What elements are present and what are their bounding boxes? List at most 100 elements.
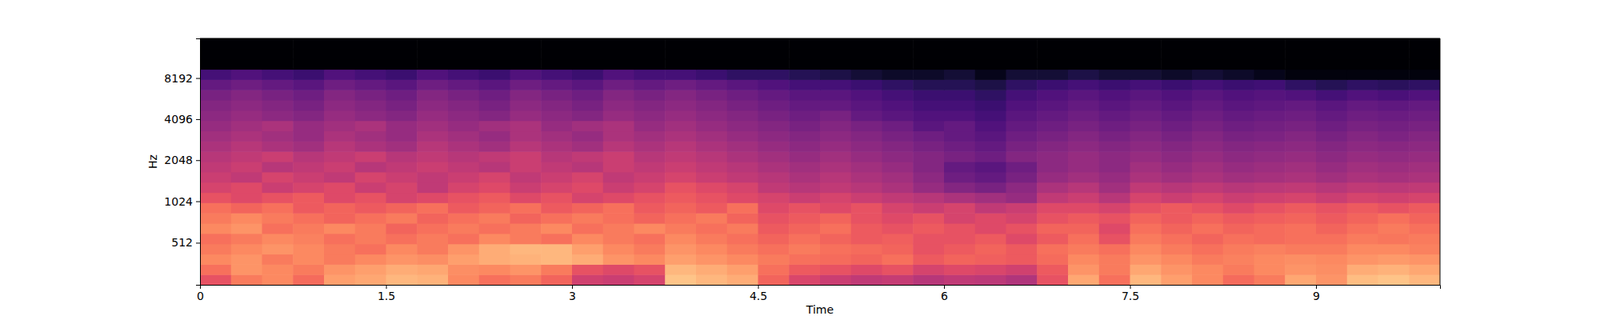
cell <box>324 233 356 244</box>
cell <box>1284 100 1316 111</box>
cell <box>664 182 696 193</box>
cell <box>510 59 542 70</box>
cell <box>851 140 883 152</box>
cell <box>1068 192 1100 204</box>
cell <box>1284 120 1316 132</box>
cell <box>788 233 820 244</box>
x-tick: 4.5 <box>749 284 768 303</box>
x-tick-mark <box>1130 284 1132 289</box>
cell <box>1284 223 1316 234</box>
cell <box>727 161 759 172</box>
cell <box>1254 202 1286 213</box>
cell <box>1316 161 1348 172</box>
cell <box>479 223 511 234</box>
cell <box>1254 59 1286 70</box>
cell <box>1378 130 1410 141</box>
cell <box>479 244 511 255</box>
cell <box>851 100 883 111</box>
cell <box>416 161 448 172</box>
cell <box>1068 161 1100 172</box>
cell <box>572 264 604 275</box>
cell <box>1378 264 1410 275</box>
cell <box>1160 68 1192 80</box>
cell <box>355 151 387 162</box>
cell <box>944 140 976 152</box>
cell <box>696 244 728 255</box>
y-tick-mark <box>196 119 200 120</box>
cell <box>572 161 604 172</box>
cell <box>572 130 604 141</box>
cell <box>416 264 448 275</box>
cell <box>727 223 759 234</box>
cell <box>231 120 263 132</box>
cell <box>912 182 944 193</box>
cell <box>479 38 511 49</box>
cell <box>1192 48 1224 60</box>
cell <box>292 264 324 275</box>
cell <box>1099 68 1131 80</box>
cell <box>727 120 759 132</box>
x-tick-mark <box>1316 284 1317 289</box>
cell <box>1036 192 1068 204</box>
cell <box>1408 172 1440 183</box>
cell <box>355 59 387 70</box>
cell <box>416 100 448 111</box>
cell <box>292 274 324 285</box>
cell <box>727 244 759 255</box>
cell <box>1099 274 1131 285</box>
cell <box>603 151 635 162</box>
cell <box>540 192 572 204</box>
cell <box>510 202 542 213</box>
cell <box>1408 120 1440 132</box>
cell <box>603 212 635 224</box>
cell <box>1006 48 1038 60</box>
cell <box>510 223 542 234</box>
cell <box>1316 89 1348 100</box>
cell <box>1378 140 1410 152</box>
cell <box>634 161 666 172</box>
cell <box>540 110 572 121</box>
cell <box>1408 192 1440 204</box>
cell <box>572 140 604 152</box>
frame-right <box>1440 38 1441 285</box>
cell <box>1068 68 1100 80</box>
cell <box>355 254 387 265</box>
cell <box>1316 120 1348 132</box>
cell <box>758 202 790 213</box>
cell <box>200 48 232 60</box>
cell <box>292 172 324 183</box>
cell <box>262 130 294 141</box>
cell <box>975 202 1007 213</box>
cell <box>510 79 542 90</box>
cell <box>664 212 696 224</box>
cell <box>1347 182 1379 193</box>
cell <box>1192 182 1224 193</box>
cell <box>1130 110 1162 121</box>
cell <box>324 68 356 80</box>
cell <box>1192 68 1224 80</box>
cell <box>1316 151 1348 162</box>
cell <box>1284 59 1316 70</box>
cell <box>788 182 820 193</box>
cell <box>416 182 448 193</box>
cell <box>262 38 294 49</box>
cell <box>944 212 976 224</box>
cell <box>634 254 666 265</box>
cell <box>944 120 976 132</box>
cell <box>262 233 294 244</box>
cell <box>1068 151 1100 162</box>
cell <box>1223 233 1255 244</box>
cell <box>1378 110 1410 121</box>
x-tick-mark <box>572 284 573 289</box>
cell <box>664 140 696 152</box>
x-tick-mark <box>758 284 760 289</box>
cell <box>820 79 852 90</box>
cell <box>1254 38 1286 49</box>
cell <box>912 254 944 265</box>
cell <box>355 182 387 193</box>
cell <box>1036 223 1068 234</box>
cell <box>696 110 728 121</box>
cell <box>1130 100 1162 111</box>
cell <box>1130 254 1162 265</box>
cell <box>1160 192 1192 204</box>
